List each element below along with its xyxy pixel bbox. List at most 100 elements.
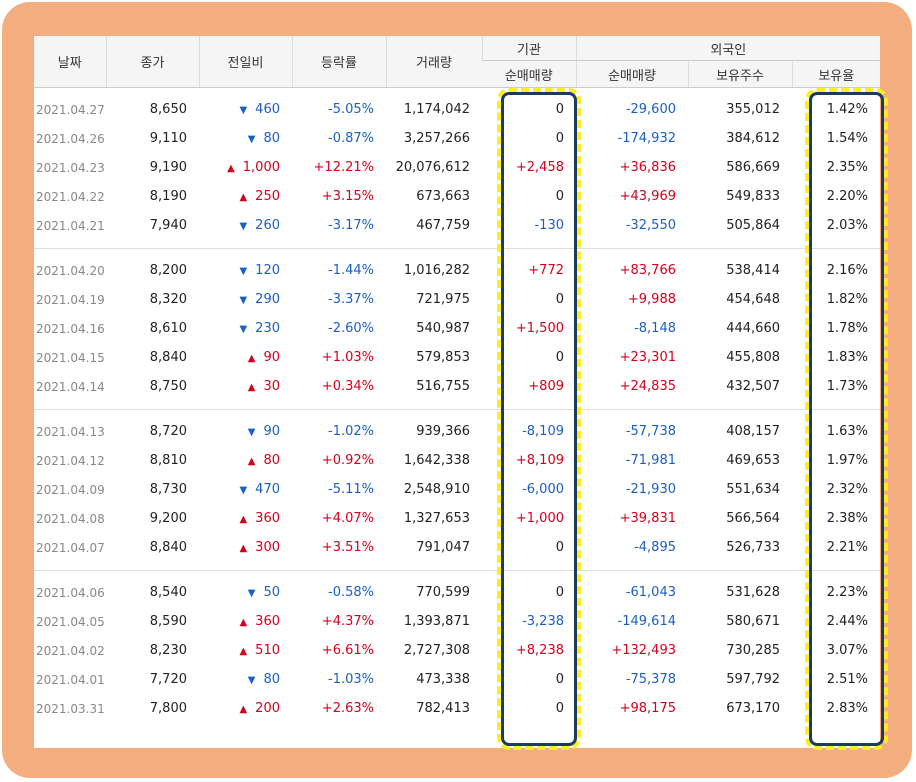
date-cell: 2021.04.13 [36,424,105,439]
close-cell: 9,200 [149,511,187,526]
close-cell: 7,720 [149,672,187,687]
change-value: 80 [263,131,280,146]
volume-cell: 579,853 [416,350,470,365]
change-cell: ▼ 80 [199,124,292,153]
inst-net-cell: -3,238 [522,614,564,629]
foreign-net-cell: -4,895 [634,540,676,555]
foreign-hold-cell: 566,564 [726,511,780,526]
col-header-date: 날짜 [34,36,106,88]
volume-cell: 1,393,871 [403,614,470,629]
change-value: 90 [263,424,280,439]
change-value: 1,000 [242,160,280,175]
down-arrow-icon: ▼ [247,675,256,686]
col-group-foreign: 외국인 [575,36,880,61]
change-cell: ▼ 120 [199,256,292,285]
close-cell: 9,190 [149,160,187,175]
change-value: 120 [255,263,280,278]
change-value: 470 [255,482,280,497]
foreign-ratio-cell: 2.20% [826,189,869,204]
foreign-hold-cell: 730,285 [726,643,780,658]
volume-cell: 473,338 [416,672,470,687]
date-cell: 2021.04.02 [36,643,105,658]
down-arrow-icon: ▼ [239,105,248,116]
foreign-hold-cell: 469,653 [726,453,780,468]
down-arrow-icon: ▼ [239,295,248,306]
change-value: 360 [255,614,280,629]
col-header-inst-net: 순매매량 [482,60,576,88]
change-value: 80 [263,453,280,468]
foreign-hold-cell: 580,671 [726,614,780,629]
table-row: 2021.04.21 7,940 ▼ 260 -3.17% 467,759 -130 -32,… [34,211,880,240]
inst-net-cell: -6,000 [522,482,564,497]
foreign-ratio-cell: 1.42% [826,102,869,117]
foreign-ratio-highlight [805,88,888,750]
volume-cell: 2,548,910 [403,482,470,497]
inst-net-cell: 0 [555,292,564,307]
foreign-hold-cell: 551,634 [726,482,780,497]
change-value: 200 [255,701,280,716]
foreign-ratio-cell: 2.32% [826,482,869,497]
rate-cell: +3.15% [321,189,374,204]
foreign-hold-cell: 384,612 [726,131,780,146]
inst-net-cell: 0 [555,585,564,600]
rate-cell: +0.92% [321,453,374,468]
rate-cell: +4.07% [321,511,374,526]
down-arrow-icon: ▼ [239,324,248,335]
change-cell: ▼ 460 [199,95,292,124]
foreign-ratio-cell: 2.51% [826,672,869,687]
inst-net-cell: 0 [555,672,564,687]
date-cell: 2021.04.14 [36,379,105,394]
foreign-hold-cell: 355,012 [726,102,780,117]
foreign-net-cell: -61,043 [625,585,676,600]
close-cell: 8,230 [149,643,187,658]
foreign-hold-cell: 455,808 [726,350,780,365]
inst-net-cell: +2,458 [515,160,564,175]
foreign-net-cell: +83,766 [619,263,676,278]
change-cell: ▼ 50 [199,578,292,607]
volume-cell: 20,076,612 [395,160,470,175]
date-cell: 2021.04.27 [36,102,105,117]
col-header-change: 전일비 [198,36,292,88]
foreign-hold-cell: 454,648 [726,292,780,307]
close-cell: 8,840 [149,350,187,365]
table-row: 2021.04.01 7,720 ▼ 80 -1.03% 473,338 0 -75,378 5… [34,665,880,694]
foreign-ratio-cell: 1.83% [826,350,869,365]
col-header-close: 종가 [105,36,199,88]
change-cell: ▲ 300 [199,533,292,562]
foreign-ratio-cell: 2.83% [826,701,869,716]
date-cell: 2021.04.22 [36,189,105,204]
volume-cell: 782,413 [416,701,470,716]
table-row: 2021.04.19 8,320 ▼ 290 -3.37% 721,975 0 +9,988 4… [34,285,880,314]
foreign-net-cell: +39,831 [619,511,676,526]
date-cell: 2021.04.08 [36,511,105,526]
date-cell: 2021.04.26 [36,131,105,146]
foreign-hold-cell: 408,157 [726,424,780,439]
foreign-hold-cell: 432,507 [726,379,780,394]
volume-cell: 1,642,338 [403,453,470,468]
close-cell: 8,650 [149,102,187,117]
table-row: 2021.04.15 8,840 ▲ 90 +1.03% 579,853 0 +23,301 4… [34,343,880,372]
volume-cell: 1,174,042 [403,102,470,117]
foreign-net-cell: +132,493 [611,643,676,658]
close-cell: 8,200 [149,263,187,278]
change-cell: ▲ 30 [199,372,292,401]
change-cell: ▲ 250 [199,182,292,211]
inst-net-cell: 0 [555,701,564,716]
foreign-hold-cell: 531,628 [726,585,780,600]
foreign-net-cell: +24,835 [619,379,676,394]
volume-cell: 939,366 [416,424,470,439]
close-cell: 8,540 [149,585,187,600]
up-arrow-icon: ▲ [247,456,256,467]
volume-cell: 467,759 [416,218,470,233]
foreign-ratio-cell: 2.21% [826,540,869,555]
date-cell: 2021.04.12 [36,453,105,468]
down-arrow-icon: ▼ [247,588,256,599]
close-cell: 8,750 [149,379,187,394]
change-cell: ▼ 90 [199,417,292,446]
inst-net-cell: +1,000 [515,511,564,526]
change-value: 250 [255,189,280,204]
inst-net-cell: 0 [555,189,564,204]
volume-cell: 1,327,653 [403,511,470,526]
change-cell: ▼ 230 [199,314,292,343]
table-row: 2021.04.16 8,610 ▼ 230 -2.60% 540,987 +1,500 -8… [34,314,880,343]
